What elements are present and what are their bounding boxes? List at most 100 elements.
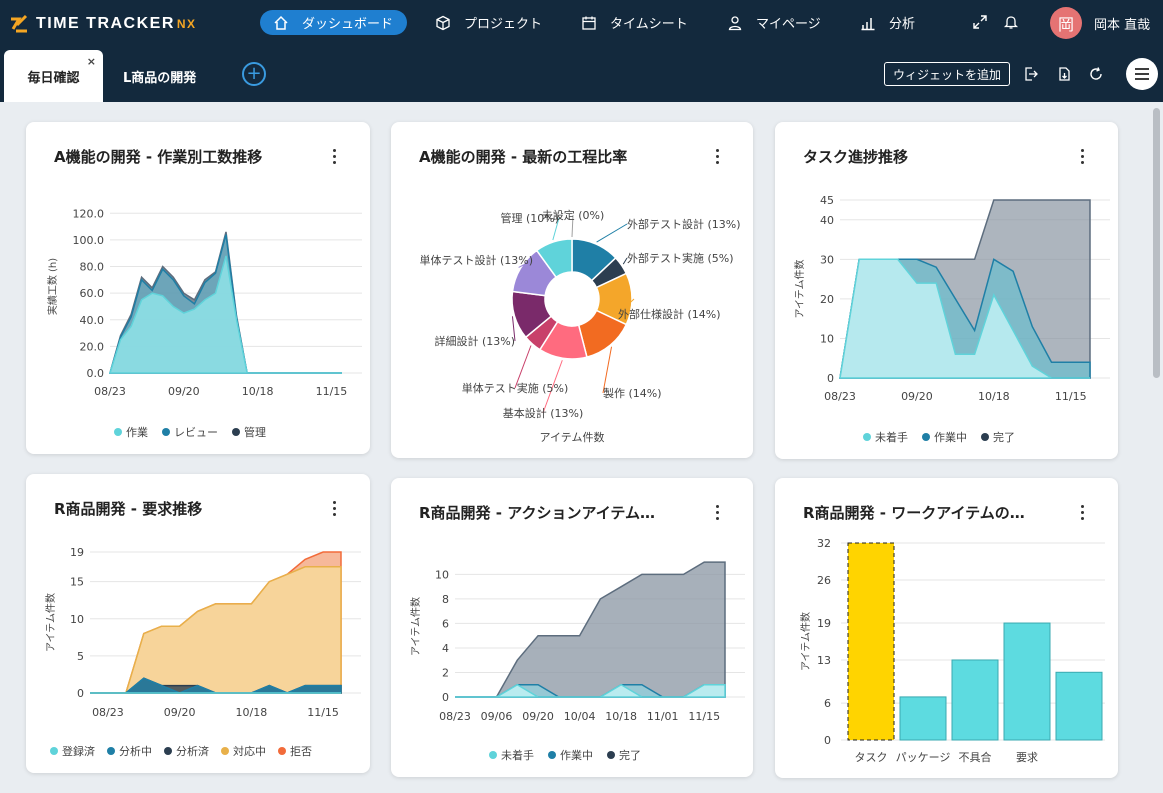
y-tick-label: 4 bbox=[442, 642, 449, 655]
legend-item[interactable]: 完了 bbox=[981, 429, 1015, 445]
widget-title: A機能の開発 - 最新の工程比率 bbox=[419, 148, 628, 166]
x-tick-label: 09/20 bbox=[168, 385, 200, 398]
nav-project[interactable]: プロジェクト bbox=[434, 10, 542, 35]
app-logo[interactable]: TIME TRACKER NX bbox=[8, 12, 197, 36]
y-tick-label: 0 bbox=[827, 372, 834, 385]
add-tab-button[interactable]: + bbox=[242, 62, 266, 86]
y-axis-label: 実績工数 (h) bbox=[46, 258, 59, 315]
pie-leader-line bbox=[617, 298, 635, 315]
pie-leader-line bbox=[514, 345, 532, 389]
x-tick-label: 不具合 bbox=[959, 750, 992, 764]
pie-leader-line bbox=[622, 257, 628, 265]
y-tick-label: 13 bbox=[817, 654, 831, 667]
pie-slice bbox=[535, 238, 573, 279]
legend-item[interactable]: 登録済 bbox=[50, 743, 95, 759]
widget-effort-trend: A機能の開発 - 作業別工数推移 0.0 20.0 40.0 60.0 80.0 100.… bbox=[26, 122, 370, 454]
y-tick-label: 0 bbox=[77, 687, 84, 700]
fullscreen-icon[interactable] bbox=[970, 12, 990, 32]
legend-item[interactable]: 分析済 bbox=[164, 743, 209, 759]
series-area bbox=[455, 683, 726, 698]
widget-title: R商品開発 - 要求推移 bbox=[54, 500, 203, 518]
tab-l-product[interactable]: L商品の開発 bbox=[123, 50, 196, 102]
widget-title: R商品開発 - ワークアイテムの… bbox=[803, 504, 1025, 522]
bell-icon[interactable] bbox=[1001, 12, 1021, 32]
nav-analysis[interactable]: 分析 bbox=[859, 10, 915, 35]
legend-item[interactable]: 未着手 bbox=[863, 429, 908, 445]
legend-item[interactable]: 未着手 bbox=[489, 747, 534, 763]
x-tick-label: 10/18 bbox=[978, 390, 1010, 403]
y-tick-label: 20 bbox=[820, 293, 834, 306]
y-tick-label: 5 bbox=[77, 650, 84, 663]
effort-area-chart: 0.0 20.0 40.0 60.0 80.0 100.0 120.0 08/23 09/20 1… bbox=[46, 207, 362, 398]
nav-timesheet-label: タイムシート bbox=[610, 17, 688, 32]
pie-slice-label: 単体テスト実施 (5%) bbox=[462, 381, 569, 395]
user-name[interactable]: 岡本 直哉 bbox=[1094, 18, 1151, 33]
nav-timesheet[interactable]: タイムシート bbox=[580, 10, 688, 35]
chart-legend: 未着手 作業中 完了 bbox=[489, 747, 641, 763]
legend-item[interactable]: 作業中 bbox=[548, 747, 593, 763]
y-tick-label: 20.0 bbox=[80, 340, 105, 353]
home-icon bbox=[272, 14, 290, 32]
import-icon[interactable] bbox=[1054, 64, 1074, 84]
more-vertical-icon[interactable] bbox=[326, 498, 342, 518]
y-tick-label: 2 bbox=[442, 666, 449, 679]
action-items-chart: 0 2 4 6 8 10 08/23 09/06 09/20 10/04 10/18 11/01 11/… bbox=[409, 561, 745, 723]
y-tick-label: 30 bbox=[820, 253, 834, 266]
pie-leader-line bbox=[552, 217, 560, 241]
pie-leader-line bbox=[542, 360, 563, 414]
pie-slice-label: 外部仕様設計 (14%) bbox=[618, 307, 721, 321]
pie-leader-line bbox=[596, 223, 628, 243]
refresh-icon[interactable] bbox=[1086, 64, 1106, 84]
legend-item[interactable]: レビュー bbox=[162, 424, 218, 440]
nav-dashboard[interactable]: ダッシュボード bbox=[260, 10, 408, 35]
hamburger-menu-icon[interactable] bbox=[1126, 58, 1158, 90]
x-tick-label: 08/23 bbox=[94, 385, 126, 398]
legend-item[interactable]: 作業 bbox=[114, 424, 148, 440]
y-tick-label: 10 bbox=[435, 568, 449, 581]
legend-item[interactable]: 完了 bbox=[607, 747, 641, 763]
bar bbox=[1055, 671, 1103, 741]
y-tick-label: 80.0 bbox=[80, 261, 105, 274]
bar bbox=[847, 542, 895, 741]
calendar-icon bbox=[580, 14, 598, 32]
legend-item[interactable]: 管理 bbox=[232, 424, 266, 440]
more-vertical-icon[interactable] bbox=[326, 146, 342, 166]
more-vertical-icon[interactable] bbox=[1074, 502, 1090, 522]
legend-item[interactable]: 作業中 bbox=[922, 429, 967, 445]
x-tick-label: 10/18 bbox=[242, 385, 274, 398]
pie-slice-label: 基本設計 (13%) bbox=[503, 406, 584, 420]
x-tick-label: 10/04 bbox=[564, 710, 596, 723]
y-tick-label: 100.0 bbox=[73, 234, 105, 247]
tab-daily-check[interactable]: 毎日確認 × bbox=[4, 50, 103, 102]
more-vertical-icon[interactable] bbox=[1074, 146, 1090, 166]
legend-item[interactable]: 対応中 bbox=[221, 743, 266, 759]
x-tick-label: 要求 bbox=[1016, 751, 1038, 764]
x-tick-label: 08/23 bbox=[439, 710, 471, 723]
y-tick-label: 0 bbox=[824, 734, 831, 747]
close-icon[interactable]: × bbox=[86, 55, 96, 68]
widget-action-items: R商品開発 - アクションアイテム… 0 2 4 6 8 10 08/23 09/06 09/2… bbox=[391, 478, 753, 777]
chart-legend: 作業 レビュー 管理 bbox=[114, 424, 266, 440]
legend-item[interactable]: 拒否 bbox=[278, 743, 312, 759]
more-vertical-icon[interactable] bbox=[709, 502, 725, 522]
avatar[interactable]: 岡 bbox=[1050, 7, 1082, 39]
series-area bbox=[108, 255, 342, 374]
more-vertical-icon[interactable] bbox=[709, 146, 725, 166]
nav-mypage[interactable]: マイページ bbox=[726, 10, 821, 35]
chart-legend: 未着手 作業中 完了 bbox=[863, 429, 1015, 445]
y-tick-label: 15 bbox=[70, 576, 84, 589]
x-tick-label: 08/23 bbox=[92, 706, 124, 719]
add-widget-button[interactable]: ウィジェットを追加 bbox=[884, 62, 1010, 86]
legend-item[interactable]: 分析中 bbox=[107, 743, 152, 759]
pie-slice-label: 製作 (14%) bbox=[603, 386, 662, 400]
widget-title: A機能の開発 - 作業別工数推移 bbox=[54, 148, 263, 166]
logo-icon bbox=[8, 13, 30, 35]
y-axis-label: アイテム件数 bbox=[799, 612, 812, 671]
page-scrollbar[interactable] bbox=[1153, 108, 1160, 378]
export-icon[interactable] bbox=[1021, 64, 1041, 84]
y-tick-label: 40.0 bbox=[80, 314, 105, 327]
x-axis-label: アイテム件数 bbox=[540, 431, 605, 444]
pie-leader-line bbox=[518, 259, 534, 268]
pie-slice-label: 管理 (10%) bbox=[500, 211, 559, 225]
series-area bbox=[839, 258, 1090, 379]
